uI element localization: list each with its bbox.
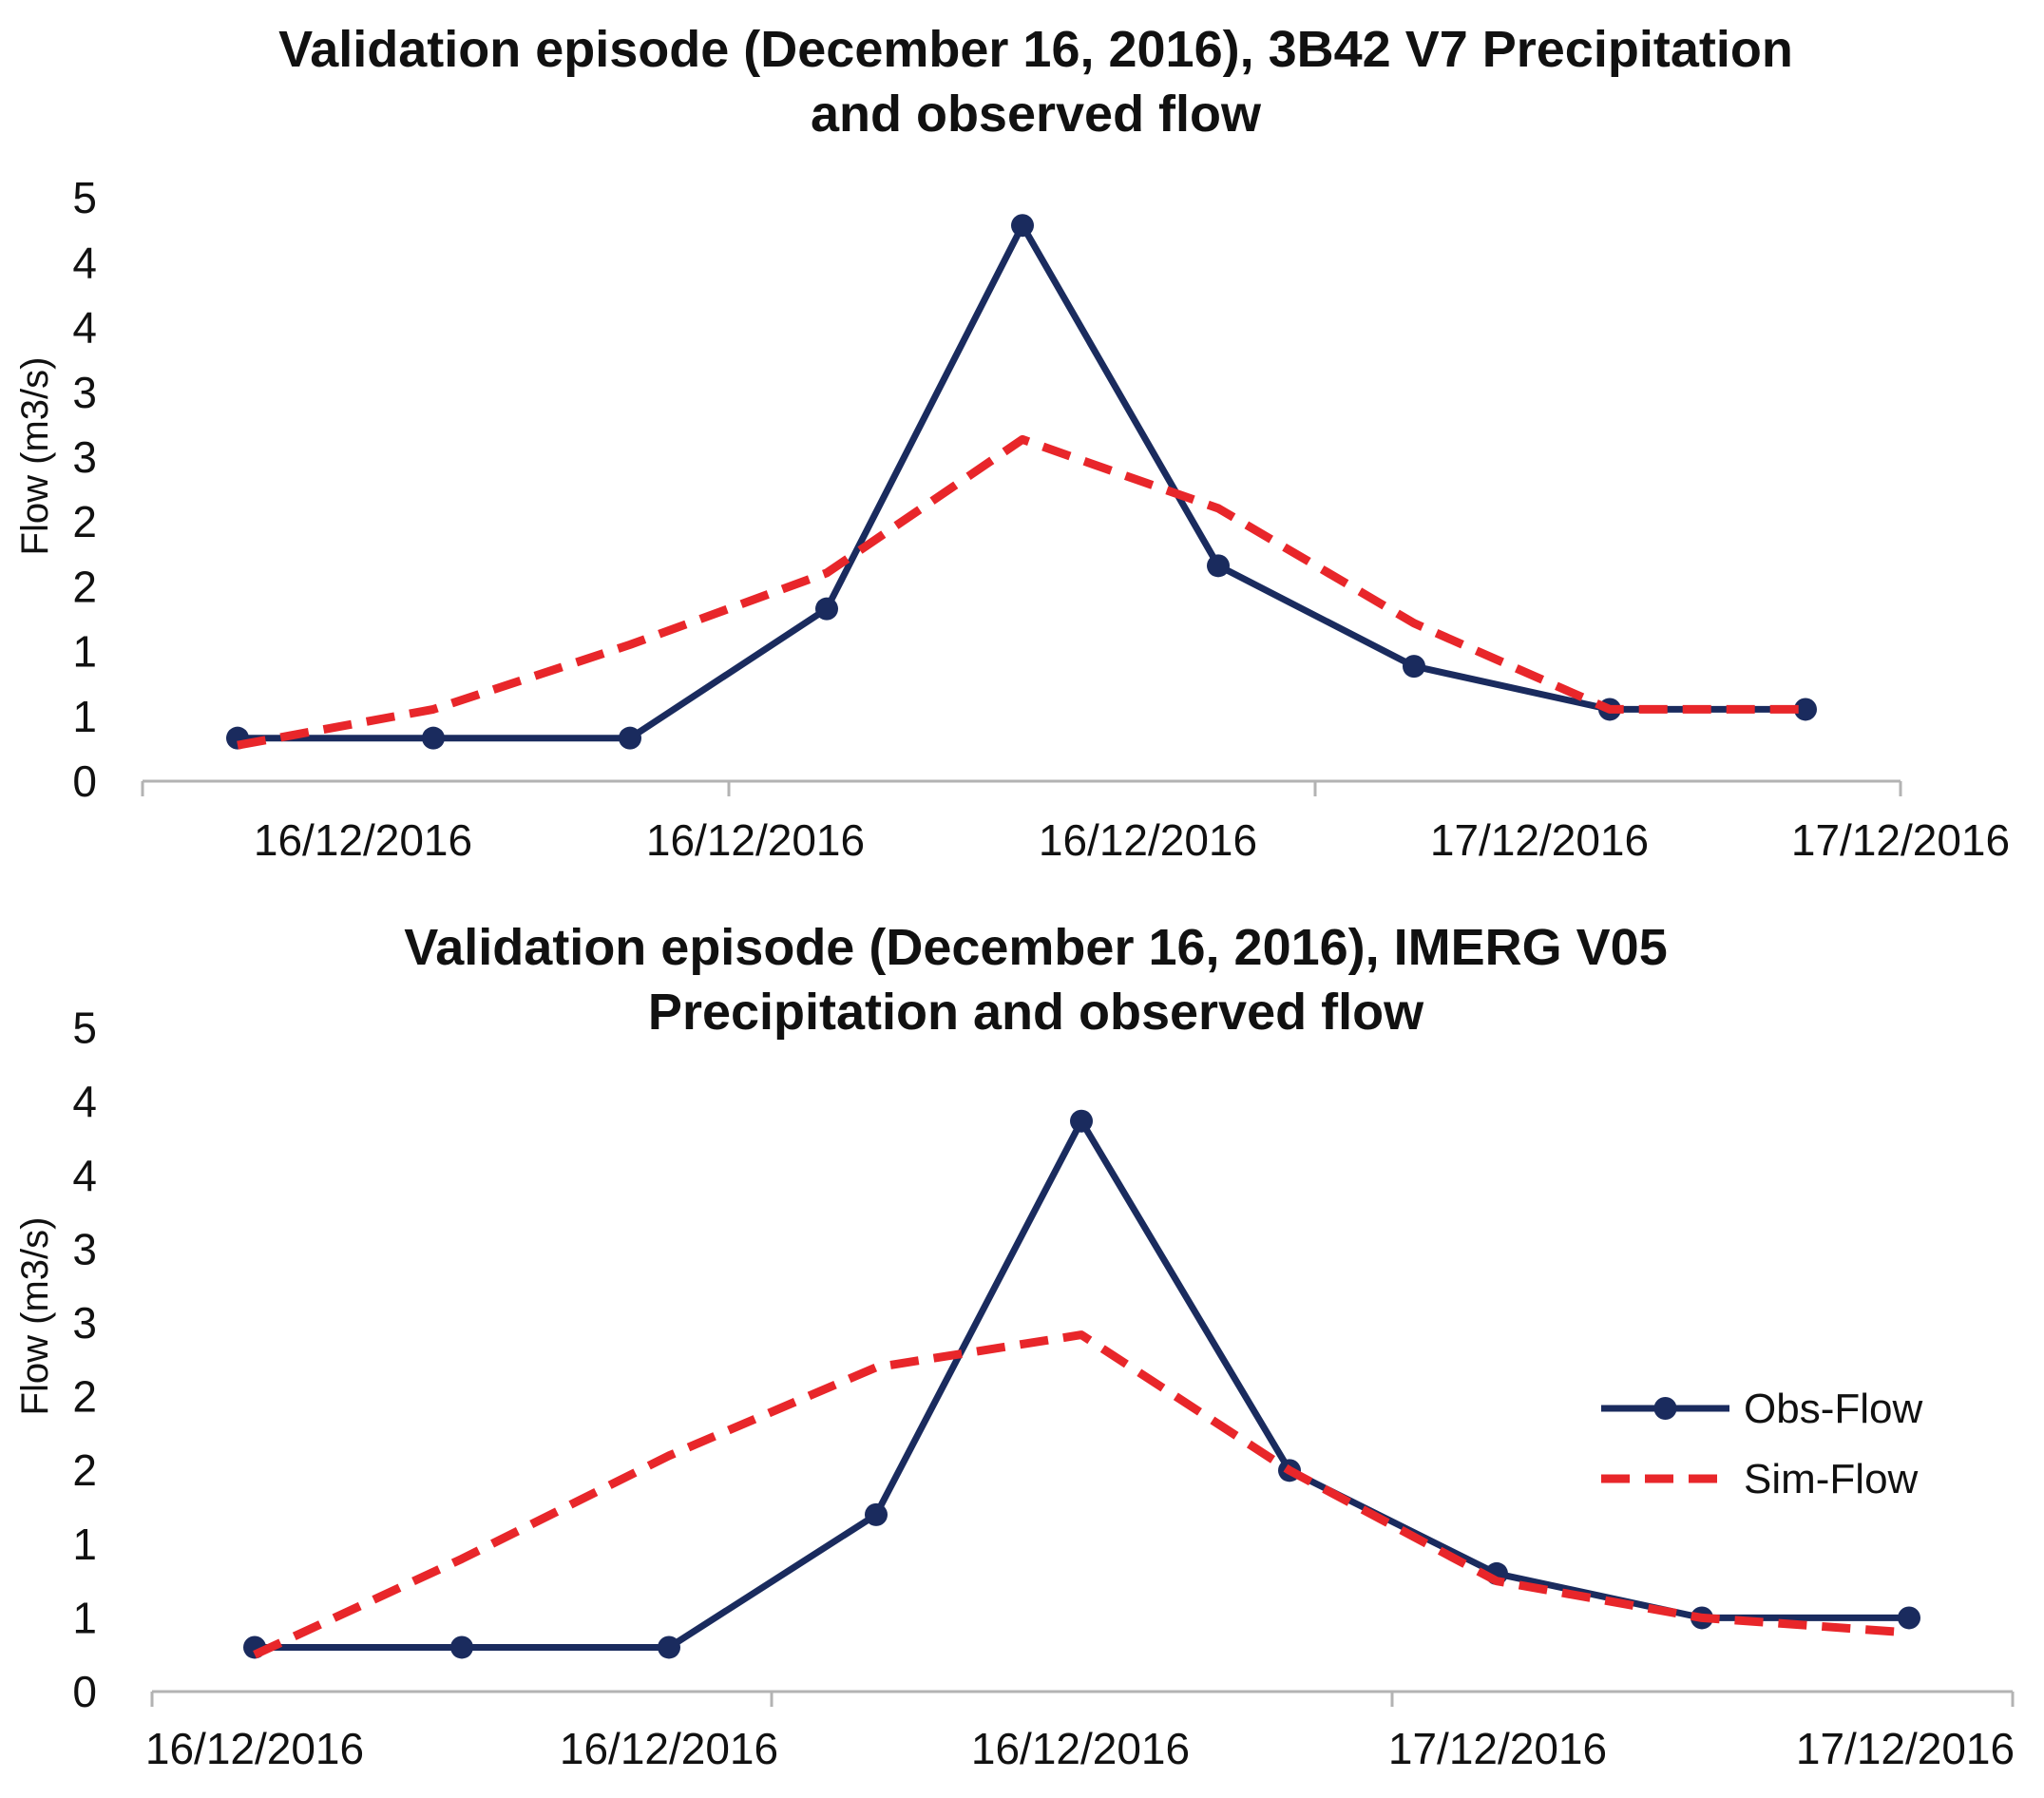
x-tick-label: 17/12/2016 bbox=[1791, 815, 2010, 865]
chart-title-line-1: Validation episode (December 16, 2016), … bbox=[278, 21, 1793, 78]
y-tick-label: 3 bbox=[72, 1298, 97, 1348]
obs-flow-line bbox=[238, 221, 1805, 742]
y-tick-label: 4 bbox=[72, 238, 97, 287]
chart-2: Validation episode (December 16, 2016), … bbox=[14, 919, 2015, 1773]
obs-flow-point bbox=[619, 726, 641, 750]
legend-sim-flow-label: Sim-Flow bbox=[1744, 1456, 1919, 1502]
y-tick-label: 0 bbox=[72, 756, 97, 806]
y-tick-label: 3 bbox=[72, 432, 97, 482]
y-axis-title: Flow (m3/s) bbox=[14, 357, 56, 556]
y-tick-label: 1 bbox=[72, 692, 97, 741]
y-tick-label: 3 bbox=[72, 1224, 97, 1273]
chart-title-line-2: Precipitation and observed flow bbox=[648, 984, 1424, 1041]
obs-flow-point bbox=[1898, 1606, 1920, 1630]
x-tick-label: 16/12/2016 bbox=[560, 1724, 778, 1773]
x-tick-label: 16/12/2016 bbox=[254, 815, 472, 865]
x-tick-label: 17/12/2016 bbox=[1388, 1724, 1607, 1773]
obs-flow-point bbox=[1070, 1109, 1093, 1133]
y-tick-label: 4 bbox=[72, 1151, 97, 1200]
legend-obs-flow-label: Obs-Flow bbox=[1744, 1386, 1922, 1432]
y-tick-label: 2 bbox=[72, 497, 97, 546]
obs-flow-point bbox=[658, 1635, 680, 1659]
obs-flow-point bbox=[1011, 214, 1034, 238]
legend-obs-flow-marker bbox=[1653, 1397, 1677, 1420]
y-tick-label: 0 bbox=[72, 1667, 97, 1716]
obs-flow-point bbox=[422, 726, 445, 750]
chart-title-line-1: Validation episode (December 16, 2016), … bbox=[404, 919, 1668, 976]
obs-flow-point bbox=[1207, 554, 1230, 578]
chart-1: Validation episode (December 16, 2016), … bbox=[14, 21, 2010, 865]
obs-flow-point bbox=[815, 597, 838, 621]
legend: Obs-Flow Sim-Flow bbox=[1601, 1386, 1922, 1502]
y-tick-label: 1 bbox=[72, 627, 97, 677]
obs-flow-point bbox=[865, 1502, 888, 1526]
sim-flow-line bbox=[237, 434, 1805, 750]
x-tick-label: 16/12/2016 bbox=[145, 1724, 364, 1773]
obs-flow-point bbox=[1403, 655, 1425, 679]
y-tick-label: 5 bbox=[72, 173, 97, 222]
y-tick-label: 2 bbox=[72, 562, 97, 611]
y-tick-label: 4 bbox=[72, 303, 97, 353]
x-tick-label: 16/12/2016 bbox=[1039, 815, 1257, 865]
y-axis-title: Flow (m3/s) bbox=[14, 1217, 56, 1416]
y-tick-label: 2 bbox=[72, 1445, 97, 1495]
chart-title-line-2: and observed flow bbox=[811, 86, 1262, 143]
y-tick-label: 4 bbox=[72, 1077, 97, 1126]
obs-flow-point bbox=[1794, 698, 1817, 721]
x-tick-label: 17/12/2016 bbox=[1430, 815, 1649, 865]
sim-flow-line bbox=[253, 1330, 1910, 1659]
x-tick-label: 16/12/2016 bbox=[971, 1724, 1190, 1773]
y-tick-label: 3 bbox=[72, 368, 97, 417]
y-tick-label: 5 bbox=[72, 1004, 97, 1053]
obs-flow-point bbox=[450, 1635, 473, 1659]
y-tick-label: 1 bbox=[72, 1593, 97, 1642]
obs-flow-line bbox=[255, 1118, 1909, 1651]
x-tick-label: 16/12/2016 bbox=[646, 815, 865, 865]
x-tick-label: 17/12/2016 bbox=[1796, 1724, 2015, 1773]
y-tick-label: 1 bbox=[72, 1520, 97, 1569]
y-tick-label: 2 bbox=[72, 1372, 97, 1422]
